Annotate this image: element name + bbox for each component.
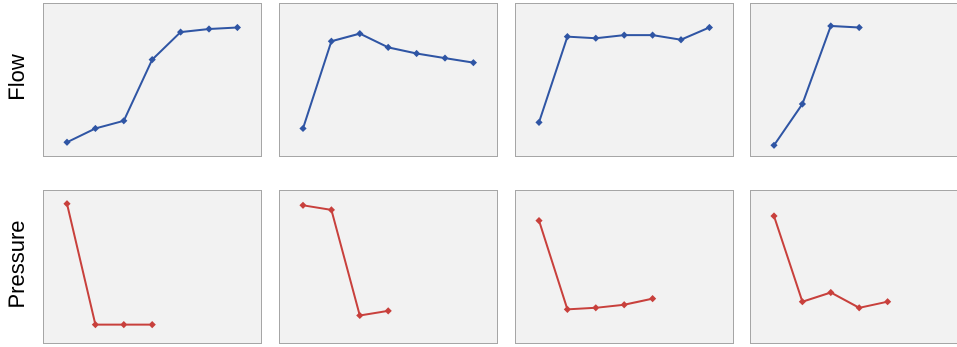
data-point — [299, 124, 307, 133]
data-point — [441, 54, 449, 62]
data-point — [620, 31, 628, 39]
series-line — [66, 203, 153, 326]
data-point — [827, 22, 835, 30]
data-point — [177, 28, 185, 36]
row-label: Flow — [4, 54, 29, 101]
series-line — [773, 24, 860, 146]
data-point — [649, 31, 657, 39]
data-point — [120, 321, 128, 329]
data-point — [148, 56, 156, 64]
data-point — [649, 295, 657, 303]
data-point — [563, 33, 571, 41]
data-point — [855, 304, 863, 312]
data-point — [327, 37, 335, 45]
data-point — [63, 200, 71, 208]
data-point — [827, 288, 835, 297]
data-point — [233, 23, 241, 32]
data-point — [677, 36, 685, 44]
data-point — [148, 321, 156, 329]
data-point — [413, 49, 421, 58]
panel — [279, 3, 498, 157]
data-point — [705, 23, 713, 32]
data-point — [798, 298, 806, 306]
data-point — [770, 212, 778, 220]
row-label: Pressure — [4, 220, 29, 308]
data-point — [63, 138, 71, 146]
data-point — [91, 124, 99, 133]
data-point — [384, 307, 392, 315]
data-point — [356, 311, 364, 320]
data-point — [620, 301, 628, 309]
data-point — [855, 23, 863, 32]
panel — [43, 190, 262, 344]
data-point — [469, 59, 477, 67]
panel — [43, 3, 262, 157]
panel — [515, 3, 734, 157]
panel — [750, 190, 957, 344]
data-point — [798, 100, 806, 108]
data-point — [535, 118, 543, 126]
series-line — [302, 204, 389, 317]
data-point — [356, 30, 364, 38]
data-point — [384, 43, 392, 51]
data-point — [299, 201, 307, 209]
panel — [515, 190, 734, 344]
data-point — [770, 141, 778, 149]
data-point — [592, 34, 600, 42]
data-point — [327, 206, 335, 214]
data-point — [563, 305, 571, 313]
data-point — [535, 217, 543, 225]
data-point — [120, 117, 128, 125]
data-point — [205, 25, 213, 33]
panel — [279, 190, 498, 344]
data-point — [884, 298, 892, 306]
data-point — [592, 304, 600, 312]
data-point — [91, 321, 99, 329]
